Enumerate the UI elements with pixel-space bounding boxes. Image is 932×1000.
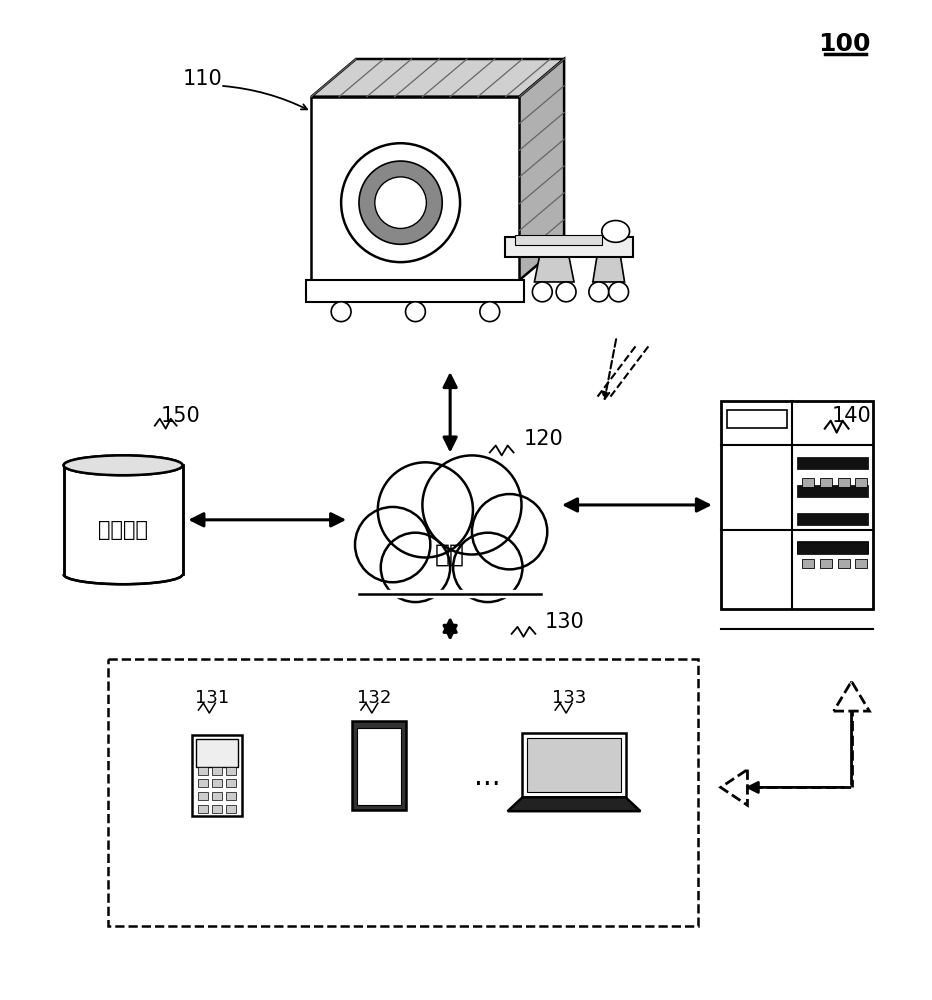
Polygon shape <box>856 478 868 487</box>
Circle shape <box>480 302 500 322</box>
Polygon shape <box>820 559 831 568</box>
Polygon shape <box>820 478 831 487</box>
Polygon shape <box>197 739 238 767</box>
Polygon shape <box>226 805 236 813</box>
Circle shape <box>453 533 523 602</box>
Polygon shape <box>523 733 625 797</box>
Polygon shape <box>311 97 519 280</box>
Polygon shape <box>797 542 869 554</box>
Ellipse shape <box>602 221 629 242</box>
Polygon shape <box>356 564 544 604</box>
Polygon shape <box>514 235 602 245</box>
Polygon shape <box>199 805 209 813</box>
Ellipse shape <box>63 455 183 475</box>
Text: 140: 140 <box>831 406 871 426</box>
Circle shape <box>405 302 425 322</box>
Circle shape <box>341 143 460 262</box>
Polygon shape <box>838 559 850 568</box>
Polygon shape <box>199 767 209 775</box>
Polygon shape <box>797 541 869 553</box>
Polygon shape <box>226 767 236 775</box>
Text: 存储设备: 存储设备 <box>98 520 148 540</box>
Polygon shape <box>727 410 788 428</box>
Polygon shape <box>199 792 209 800</box>
Circle shape <box>472 494 547 569</box>
Circle shape <box>422 455 522 555</box>
Polygon shape <box>838 478 850 487</box>
Circle shape <box>377 462 473 557</box>
Circle shape <box>331 302 351 322</box>
Polygon shape <box>193 735 242 816</box>
Polygon shape <box>226 792 236 800</box>
Polygon shape <box>834 681 870 711</box>
Polygon shape <box>504 237 634 257</box>
Ellipse shape <box>63 455 183 475</box>
Text: 150: 150 <box>160 406 200 426</box>
Circle shape <box>609 282 628 302</box>
Polygon shape <box>720 770 747 805</box>
Circle shape <box>375 177 426 228</box>
Polygon shape <box>199 779 209 787</box>
Polygon shape <box>63 465 183 574</box>
Text: 110: 110 <box>183 69 222 89</box>
Polygon shape <box>212 792 222 800</box>
Polygon shape <box>519 59 564 280</box>
Circle shape <box>381 533 450 602</box>
Polygon shape <box>802 559 814 568</box>
Polygon shape <box>508 797 640 811</box>
Text: 131: 131 <box>195 689 229 707</box>
FancyBboxPatch shape <box>108 659 698 926</box>
Polygon shape <box>797 457 869 469</box>
Polygon shape <box>528 738 621 792</box>
Text: 100: 100 <box>818 32 870 56</box>
Circle shape <box>556 282 576 302</box>
Text: 网络: 网络 <box>435 543 465 567</box>
Polygon shape <box>802 478 814 487</box>
Circle shape <box>355 507 431 582</box>
Polygon shape <box>534 257 574 282</box>
Polygon shape <box>226 779 236 787</box>
Text: 133: 133 <box>552 689 586 707</box>
Polygon shape <box>352 721 405 810</box>
Text: 130: 130 <box>544 612 584 632</box>
Text: 120: 120 <box>524 429 563 449</box>
Circle shape <box>359 161 442 244</box>
Text: 132: 132 <box>357 689 391 707</box>
Circle shape <box>589 282 609 302</box>
Polygon shape <box>212 779 222 787</box>
Polygon shape <box>307 280 525 302</box>
Polygon shape <box>212 805 222 813</box>
Polygon shape <box>856 559 868 568</box>
Polygon shape <box>212 767 222 775</box>
Polygon shape <box>720 401 873 609</box>
Text: ...: ... <box>474 763 501 791</box>
Polygon shape <box>797 513 869 525</box>
Polygon shape <box>357 728 401 805</box>
Polygon shape <box>593 257 624 282</box>
Circle shape <box>532 282 553 302</box>
Polygon shape <box>311 59 564 97</box>
Polygon shape <box>797 485 869 497</box>
